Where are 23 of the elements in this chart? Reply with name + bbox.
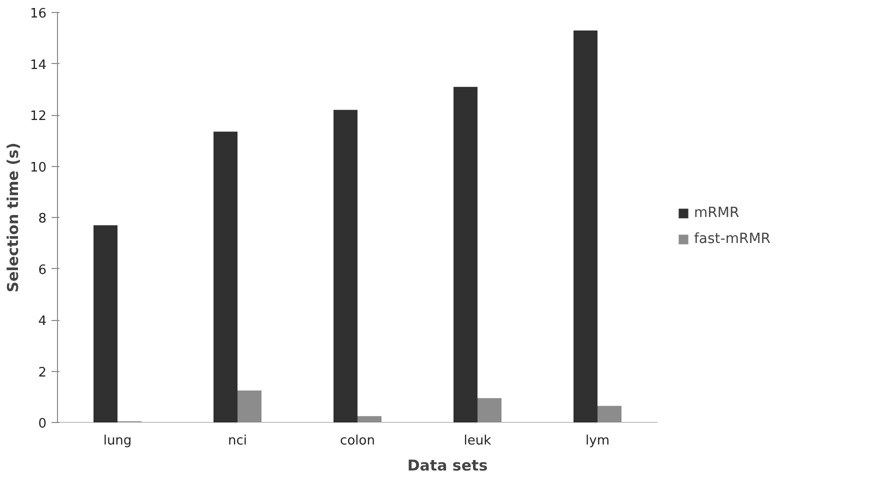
x-tick-label: colon bbox=[340, 434, 375, 448]
x-axis-title: Data sets bbox=[407, 456, 488, 474]
y-tick-label: 16 bbox=[30, 6, 47, 22]
y-tick-label: 4 bbox=[38, 314, 47, 329]
bar bbox=[334, 110, 358, 422]
bar bbox=[94, 225, 118, 422]
y-tick-label: 0 bbox=[38, 416, 47, 432]
bar bbox=[454, 86, 478, 422]
y-tick-label: 10 bbox=[30, 160, 47, 176]
x-tick-label: lym bbox=[586, 434, 610, 448]
x-tick-label: lung bbox=[103, 434, 132, 448]
bar bbox=[574, 30, 598, 422]
y-tick-label: 8 bbox=[38, 212, 47, 226]
y-tick-label: 6 bbox=[38, 262, 47, 278]
legend-label: mRMR bbox=[694, 205, 740, 221]
y-tick-label: 12 bbox=[30, 109, 47, 124]
legend-label: fast-mRMR bbox=[694, 231, 771, 247]
y-axis-title: Selection time (s) bbox=[4, 142, 22, 292]
x-tick-label: leuk bbox=[464, 434, 492, 448]
bar bbox=[214, 132, 238, 422]
x-tick-label: nci bbox=[228, 434, 247, 448]
y-tick-label: 14 bbox=[30, 58, 47, 73]
y-tick-label: 2 bbox=[38, 365, 47, 380]
